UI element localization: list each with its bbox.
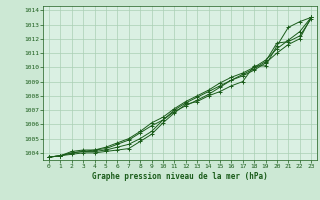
X-axis label: Graphe pression niveau de la mer (hPa): Graphe pression niveau de la mer (hPa) bbox=[92, 172, 268, 181]
